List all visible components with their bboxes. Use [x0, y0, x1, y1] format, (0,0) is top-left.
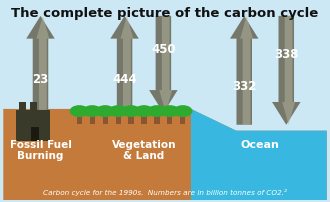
- Bar: [31, 127, 39, 141]
- FancyArrow shape: [149, 16, 178, 113]
- Bar: [180, 113, 185, 124]
- Bar: [30, 102, 37, 114]
- FancyArrow shape: [26, 16, 55, 113]
- Text: Carbon cycle for the 1990s.  Numbers are in billion tonnes of CO2.²: Carbon cycle for the 1990s. Numbers are …: [43, 189, 287, 196]
- Circle shape: [70, 105, 89, 117]
- Text: 23: 23: [32, 73, 49, 86]
- FancyArrow shape: [282, 16, 295, 125]
- Circle shape: [95, 105, 115, 117]
- Text: 444: 444: [112, 73, 137, 86]
- FancyArrow shape: [36, 16, 49, 113]
- Bar: [16, 110, 49, 141]
- FancyArrow shape: [120, 16, 133, 113]
- Bar: [19, 102, 26, 117]
- Circle shape: [108, 105, 128, 117]
- FancyArrow shape: [159, 16, 172, 113]
- Text: 332: 332: [232, 80, 256, 93]
- Text: Fossil Fuel
Burning: Fossil Fuel Burning: [10, 140, 71, 161]
- Bar: [154, 113, 159, 124]
- Circle shape: [160, 105, 180, 117]
- Polygon shape: [191, 109, 327, 200]
- Bar: [115, 113, 121, 124]
- Polygon shape: [3, 109, 327, 200]
- Text: The complete picture of the carbon cycle: The complete picture of the carbon cycle: [11, 7, 319, 20]
- FancyArrow shape: [272, 16, 301, 125]
- Bar: [167, 113, 173, 124]
- FancyArrow shape: [240, 16, 253, 125]
- Bar: [128, 113, 134, 124]
- Bar: [90, 113, 95, 124]
- Circle shape: [134, 105, 154, 117]
- Text: 338: 338: [274, 48, 299, 61]
- Circle shape: [121, 105, 141, 117]
- Circle shape: [173, 105, 192, 117]
- Bar: [103, 113, 108, 124]
- Bar: [77, 113, 82, 124]
- Text: 450: 450: [151, 43, 176, 56]
- Circle shape: [147, 105, 167, 117]
- FancyArrow shape: [110, 16, 139, 113]
- Circle shape: [82, 105, 102, 117]
- Text: Vegetation
& Land: Vegetation & Land: [112, 140, 176, 161]
- Bar: [141, 113, 147, 124]
- Text: Ocean: Ocean: [241, 140, 280, 149]
- FancyArrow shape: [230, 16, 258, 125]
